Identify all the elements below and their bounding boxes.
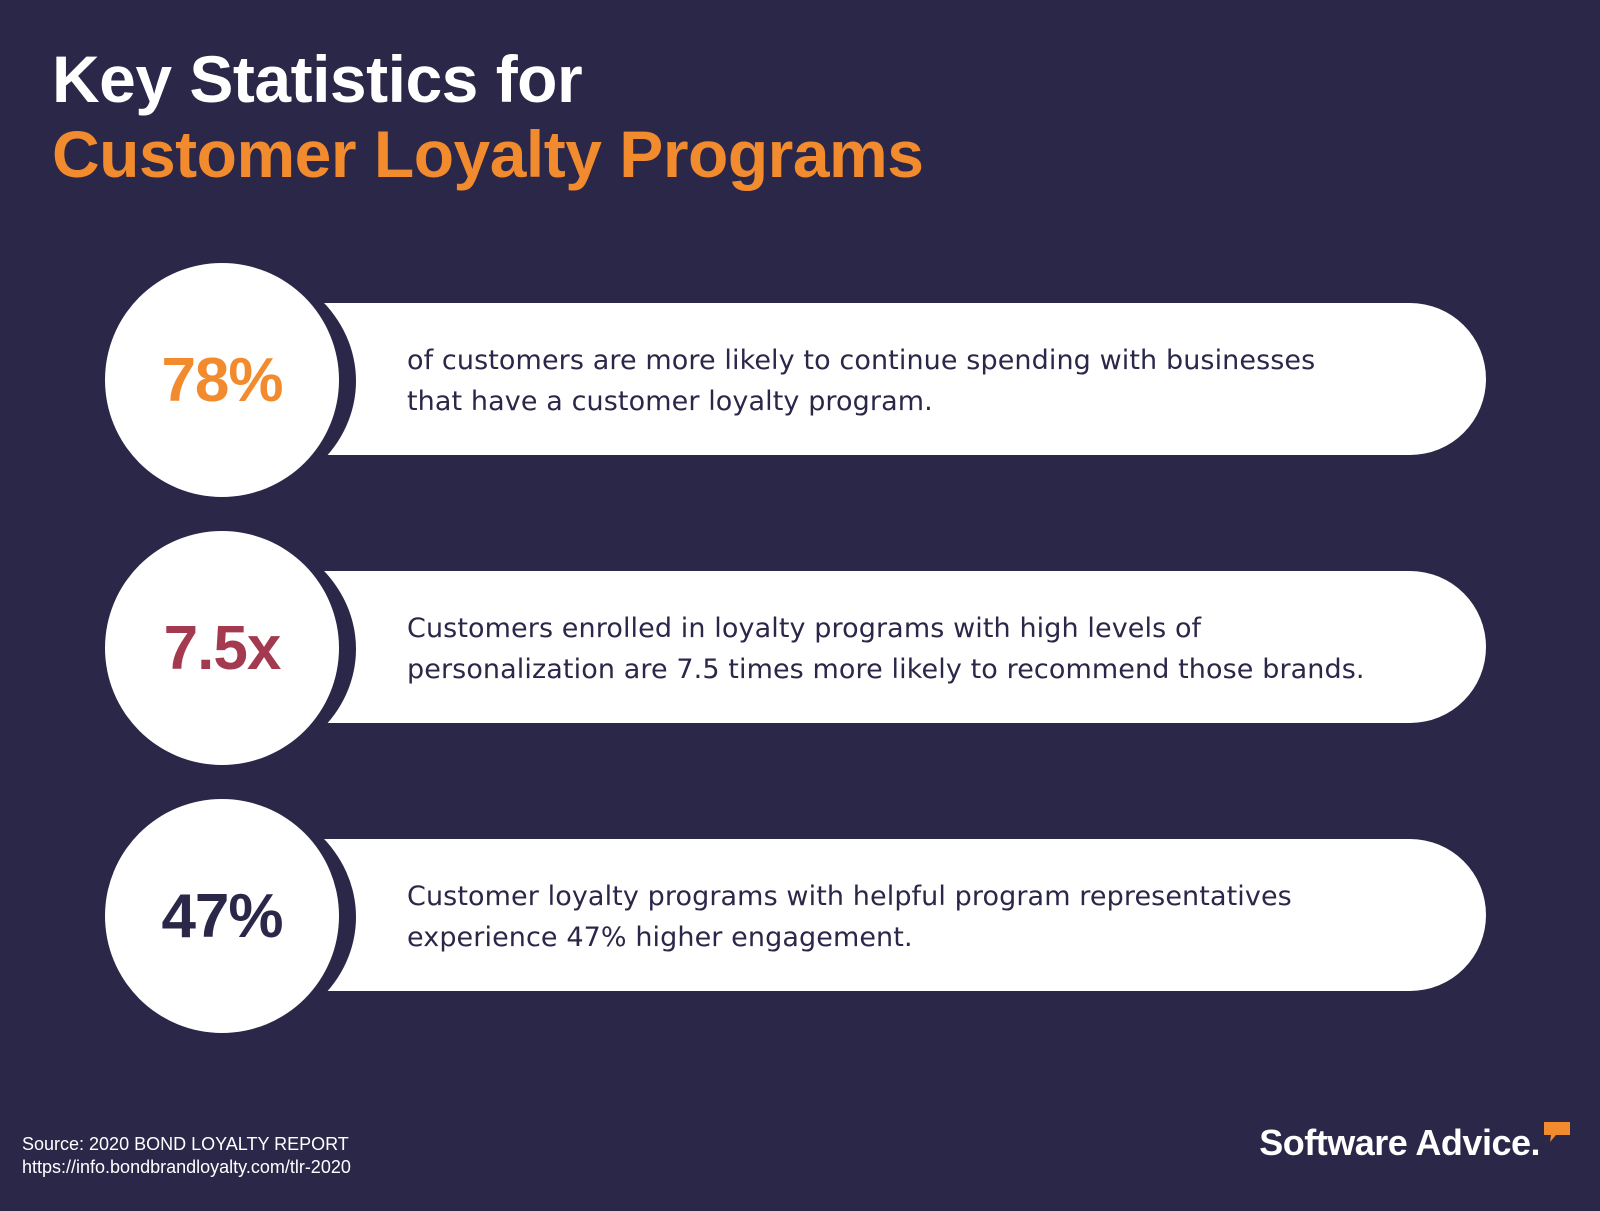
stat-pill bbox=[318, 839, 1486, 991]
stat-description: Customer loyalty programs with helpful p… bbox=[407, 881, 1292, 953]
source-url: https://info.bondbrandloyalty.com/tlr-20… bbox=[22, 1157, 351, 1177]
stat-circle: 7.5x bbox=[105, 531, 339, 765]
stat-description: of customers are more likely to continue… bbox=[407, 345, 1316, 417]
software-advice-logo: Software Advice. bbox=[1259, 1122, 1572, 1163]
logo-text: Software Advice. bbox=[1259, 1122, 1540, 1163]
source-label: Source: 2020 BOND LOYALTY REPORT bbox=[22, 1134, 349, 1154]
stat-circle: 47% bbox=[105, 799, 339, 1033]
stat-card-3: 47% Customer loyalty programs with helpf… bbox=[0, 799, 1600, 1035]
stat-pill bbox=[318, 571, 1486, 723]
stat-circle: 78% bbox=[105, 263, 339, 497]
stat-card-2: 7.5x Customers enrolled in loyalty progr… bbox=[0, 531, 1600, 767]
source-citation: Source: 2020 BOND LOYALTY REPORT https:/… bbox=[22, 1133, 351, 1179]
stat-pill bbox=[318, 303, 1486, 455]
page-title: Key Statistics for Customer Loyalty Prog… bbox=[52, 42, 924, 192]
speech-bubble-icon bbox=[1544, 1122, 1570, 1142]
stat-value: 78% bbox=[161, 345, 283, 415]
title-line-1: Key Statistics for bbox=[52, 42, 583, 116]
stat-description: Customers enrolled in loyalty programs w… bbox=[407, 613, 1365, 685]
stat-value: 7.5x bbox=[163, 613, 282, 683]
title-line-2: Customer Loyalty Programs bbox=[52, 117, 924, 192]
stat-value: 47% bbox=[161, 881, 283, 951]
stat-card-1: 78% of customers are more likely to cont… bbox=[0, 263, 1600, 499]
